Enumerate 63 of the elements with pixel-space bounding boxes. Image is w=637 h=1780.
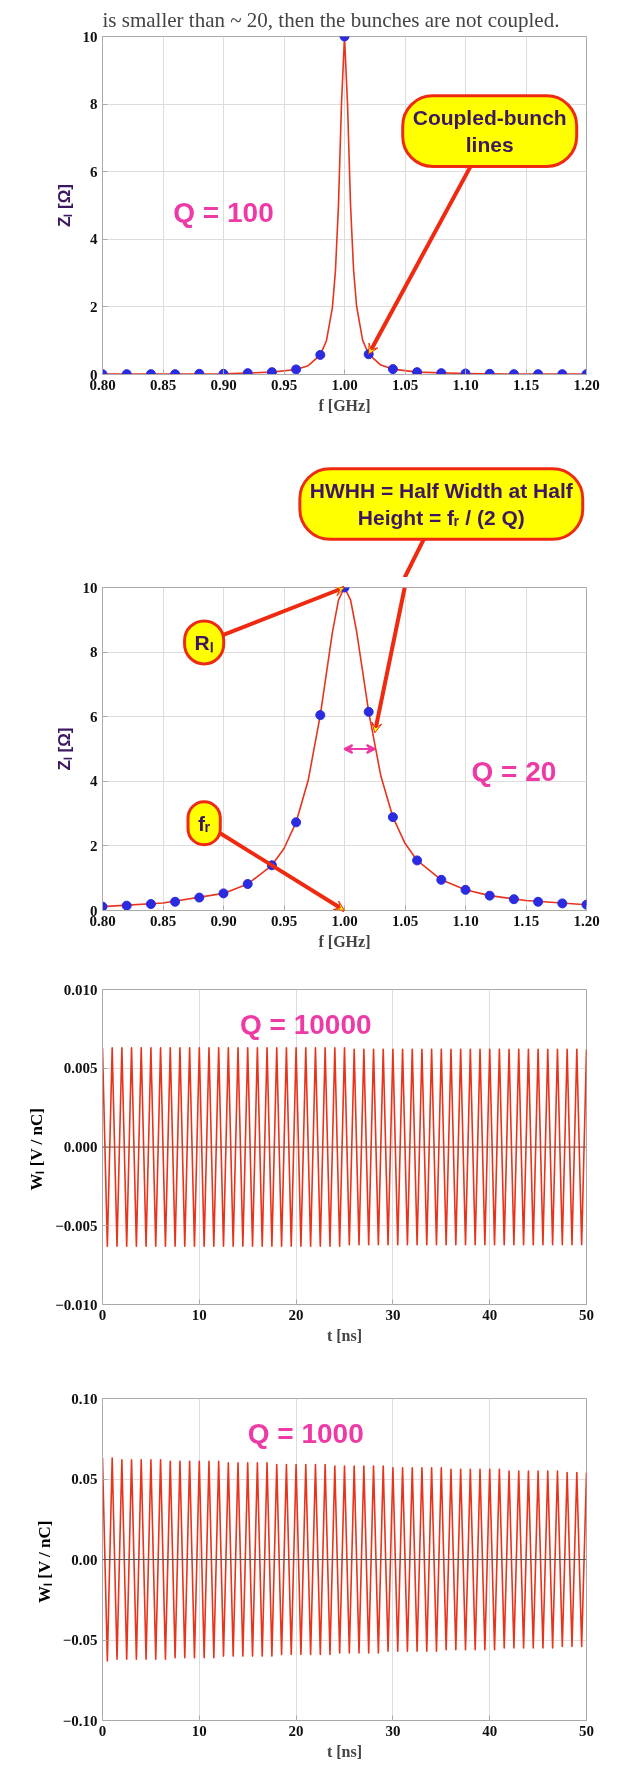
y-tick-label: 8 [90,644,98,661]
x-tick-label: 40 [482,1306,498,1323]
text: HWHH = Half Width at Half Height = fᵣ / (2 Q) [309,478,574,530]
x-tick-label: 10 [191,1722,207,1739]
x-tick-label: 1.05 [391,376,419,393]
annotation: Q = 1000 [247,1418,364,1450]
y-tick-label: 6 [90,163,98,180]
x-tick-label: 1.05 [391,912,419,929]
y-tick-label: 0.010 [63,981,98,998]
y-tick-label: 4 [90,231,98,248]
x-tick-label: 0.85 [149,376,177,393]
annotation: Coupled-bunch lines [412,105,567,157]
x-tick-label: 1.15 [512,376,540,393]
x-axis-title: f [GHz] [318,396,371,414]
y-tick-label: 0.00 [71,1551,98,1568]
x-tick-label: 0.90 [210,912,237,929]
x-tick-label: 0.95 [270,376,298,393]
x-axis-title: t [ns] [326,1326,363,1344]
y-tick-label: −0.05 [62,1632,98,1648]
x-tick-label: 10 [191,1306,207,1323]
x-tick-label: 0.95 [270,912,298,929]
y-tick-label: −0.005 [55,1217,98,1234]
x-tick-label: 1.15 [512,912,540,929]
text: is smaller than ~ 20, then the bunches are not coupled. [102,7,560,32]
x-tick-label: 1.20 [573,912,600,929]
y-tick-label: 2 [90,298,98,315]
y-axis-title: Wₗ [V / nC] [34,1520,54,1604]
x-tick-label: 50 [579,1722,594,1739]
annotation: fᵣ [198,811,211,835]
y-tick-label: −0.10 [62,1712,98,1729]
x-tick-label: 0.85 [149,912,177,929]
x-tick-label: 1.10 [452,376,479,393]
x-tick-label: 30 [385,1722,401,1739]
y-tick-label: 4 [90,773,98,790]
x-tick-label: 1.00 [331,912,358,929]
annotation: Q = 20 [471,756,557,788]
y-tick-label: 0.005 [63,1060,98,1077]
y-tick-label: 2 [90,837,98,854]
x-tick-label: 30 [385,1306,401,1323]
y-tick-label: 0.10 [71,1390,98,1407]
x-axis-title: t [ns] [326,1742,363,1760]
annotation: Q = 100 [173,196,274,228]
y-axis-title: Wₗ [V / nC] [27,1108,47,1191]
x-axis-title: f [GHz] [318,932,371,950]
x-tick-label: 20 [288,1306,304,1323]
y-tick-label: 0.05 [71,1471,98,1487]
y-tick-label: −0.010 [55,1296,98,1313]
y-tick-label: 6 [90,708,98,725]
y-axis-title: Zₗ [Ω] [54,727,74,771]
y-axis-title: Zₗ [Ω] [54,183,74,228]
x-tick-label: 1.20 [573,376,600,393]
x-tick-label: 1.00 [331,376,358,393]
annotation: Rₗ [194,630,214,654]
annotation: Q = 10000 [240,1008,372,1040]
x-tick-label: 0.90 [210,376,237,393]
x-tick-label: 50 [579,1306,594,1323]
x-tick-label: 40 [482,1722,498,1739]
x-tick-label: 20 [288,1722,304,1739]
y-tick-label: 10 [82,579,98,596]
y-tick-label: 10 [82,28,98,45]
y-tick-label: 8 [90,96,98,113]
x-tick-label: 1.10 [452,912,479,929]
y-tick-label: 0.000 [63,1139,98,1155]
